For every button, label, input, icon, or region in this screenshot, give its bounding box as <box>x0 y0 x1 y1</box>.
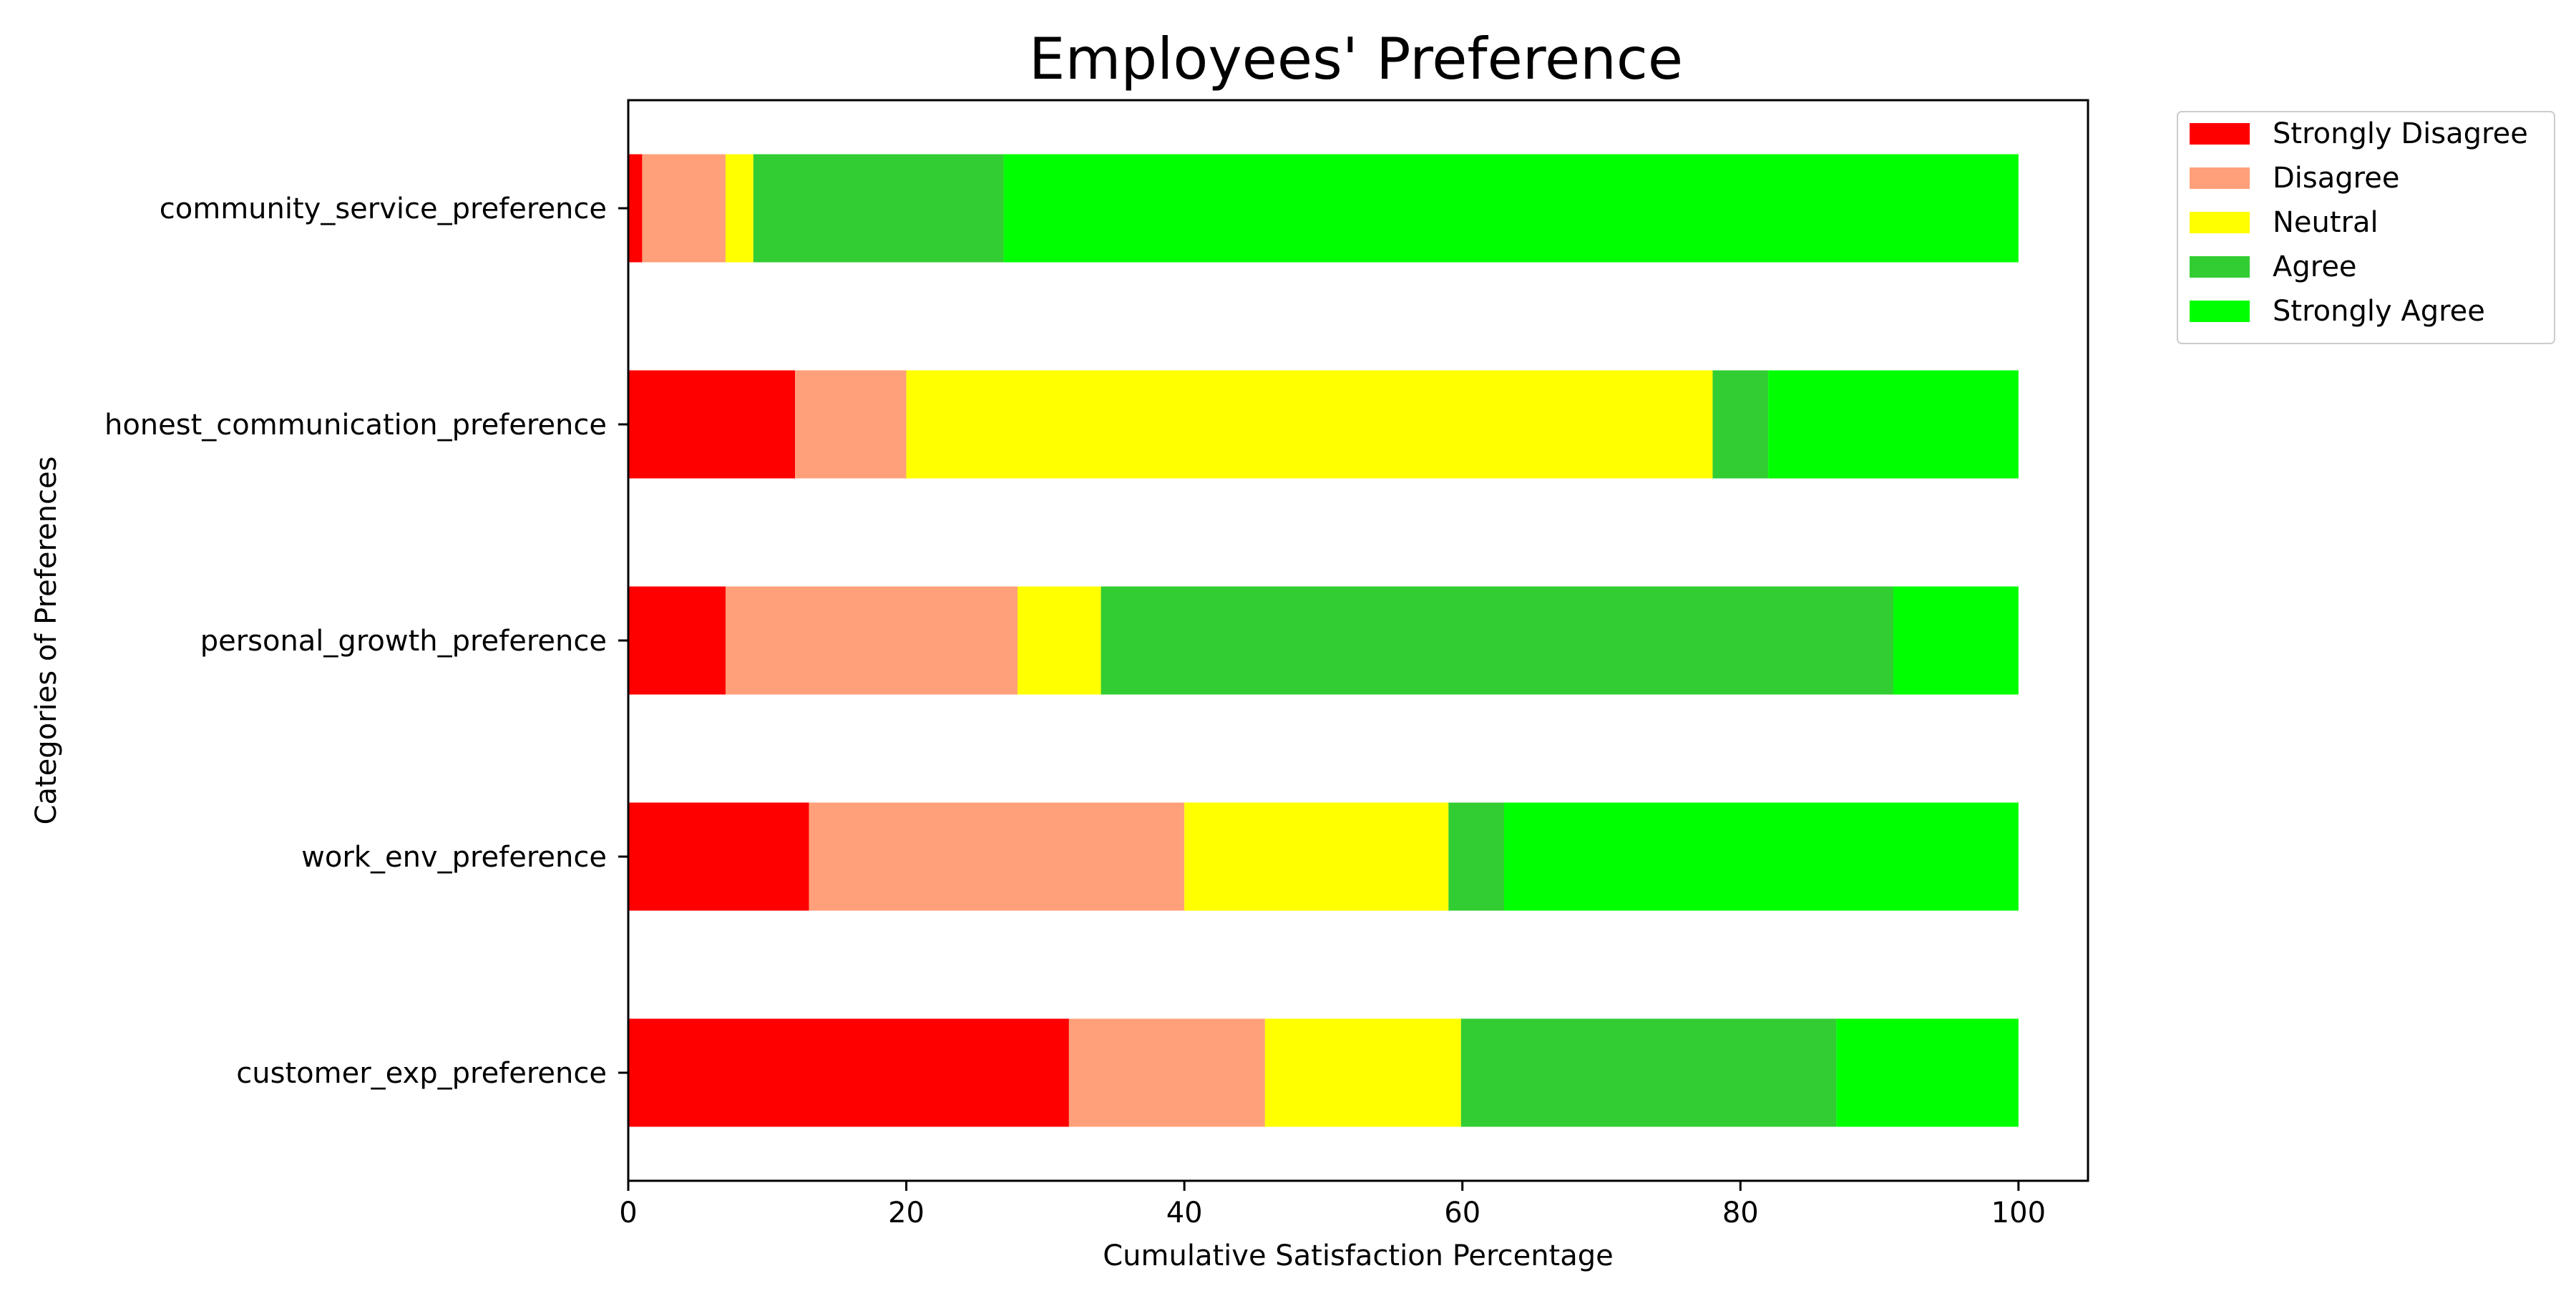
x-tick-label: 20 <box>888 1197 924 1229</box>
legend-swatch-disagree <box>2190 167 2250 189</box>
bar-customer-exp-preference-strongly-disagree <box>628 1018 1069 1127</box>
bar-community-service-preference-agree <box>753 154 1004 263</box>
legend-swatch-agree <box>2190 256 2250 278</box>
x-tick-label: 40 <box>1166 1197 1203 1229</box>
y-tick-label: community_service_preference <box>160 193 607 225</box>
bar-honest-communication-preference-agree <box>1712 370 1769 479</box>
y-axis-label: Categories of Preferences <box>30 457 63 825</box>
bar-community-service-preference-neutral <box>726 154 753 263</box>
y-tick-label: work_env_preference <box>301 841 607 874</box>
bar-honest-communication-preference-strongly-agree <box>1768 370 2019 479</box>
x-tick-label: 60 <box>1444 1197 1480 1229</box>
bar-personal-growth-preference-strongly-disagree <box>628 586 726 695</box>
bar-work-env-preference-agree <box>1448 802 1504 911</box>
legend-label-disagree: Disagree <box>2273 162 2399 195</box>
y-axis: customer_exp_preference work_env_preferen… <box>104 193 628 1090</box>
bar-personal-growth-preference-disagree <box>726 586 1018 695</box>
bar-customer-exp-preference-agree <box>1460 1018 1837 1127</box>
bar-work-env-preference-strongly-agree <box>1504 802 2019 911</box>
bars-layer <box>628 154 2019 1127</box>
legend-label-strongly-agree: Strongly Agree <box>2273 295 2485 328</box>
bar-work-env-preference-strongly-disagree <box>628 802 809 911</box>
legend-label-strongly-disagree: Strongly Disagree <box>2273 117 2528 150</box>
bar-customer-exp-preference-strongly-agree <box>1836 1018 2019 1127</box>
bar-honest-communication-preference-disagree <box>795 370 907 479</box>
bar-personal-growth-preference-agree <box>1101 586 1893 695</box>
bar-personal-growth-preference-strongly-agree <box>1893 586 2019 695</box>
bar-work-env-preference-disagree <box>809 802 1185 911</box>
bar-community-service-preference-disagree <box>642 154 726 263</box>
y-tick-label: customer_exp_preference <box>236 1057 607 1090</box>
bar-honest-communication-preference-neutral <box>906 370 1713 479</box>
bar-personal-growth-preference-neutral <box>1018 586 1101 695</box>
legend-frame <box>2177 111 2555 344</box>
bar-community-service-preference-strongly-agree <box>1003 154 2019 263</box>
legend: Strongly Disagree Disagree Neutral Agree Str… <box>2177 111 2555 344</box>
legend-swatch-strongly-agree <box>2190 301 2250 322</box>
bar-customer-exp-preference-neutral <box>1264 1018 1461 1127</box>
chart-title: Employees' Preference <box>1029 26 1683 92</box>
x-tick-label: 100 <box>1991 1197 2046 1229</box>
legend-label-neutral: Neutral <box>2273 206 2379 239</box>
bar-honest-communication-preference-strongly-disagree <box>628 370 796 479</box>
legend-swatch-neutral <box>2190 212 2250 233</box>
x-axis-label: Cumulative Satisfaction Percentage <box>1103 1239 1614 1272</box>
bar-customer-exp-preference-disagree <box>1068 1018 1265 1127</box>
y-tick-label: honest_communication_preference <box>104 409 607 442</box>
bar-work-env-preference-neutral <box>1184 802 1449 911</box>
bar-community-service-preference-strongly-disagree <box>628 154 643 263</box>
x-tick-label: 80 <box>1722 1197 1759 1229</box>
legend-swatch-strongly-disagree <box>2190 123 2250 145</box>
x-axis: 0 20 40 60 80 100 <box>619 1181 2046 1229</box>
y-tick-label: personal_growth_preference <box>200 625 607 658</box>
legend-label-agree: Agree <box>2273 250 2357 283</box>
x-tick-label: 0 <box>619 1197 637 1229</box>
